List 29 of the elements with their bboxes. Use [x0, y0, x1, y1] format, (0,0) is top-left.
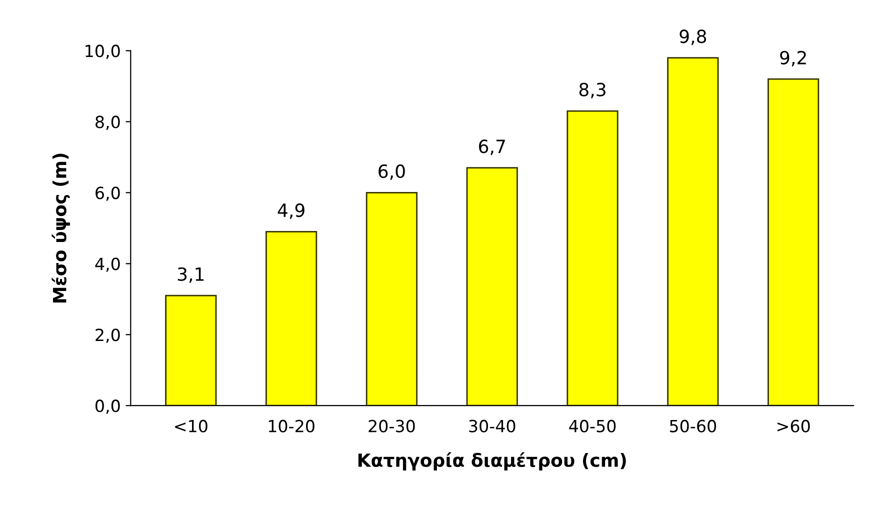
y-tick-label: 8,0	[96, 116, 120, 130]
y-tick-label: 4,0	[95, 258, 120, 272]
y-axis-title: Μέσο ύψος (m)	[52, 154, 70, 302]
y-tick-label: 10,0	[86, 44, 120, 59]
bar	[768, 78, 820, 406]
bar	[667, 57, 719, 406]
x-tick-label: 50-60	[670, 420, 716, 432]
y-tick-label: 0,0	[96, 400, 120, 414]
data-label: 6,0	[378, 164, 405, 180]
x-tick-label: 10-20	[268, 420, 314, 432]
x-axis-title: Κατηγορία διαμέτρου (cm)	[358, 452, 626, 470]
data-label: 3,1	[178, 267, 204, 283]
data-label: 9,8	[680, 30, 706, 46]
x-tick-label: 40-50	[569, 420, 616, 432]
data-label: 9,2	[780, 50, 806, 66]
bar	[566, 110, 618, 406]
data-label: 4,9	[278, 203, 304, 219]
bar	[466, 167, 518, 406]
bar	[366, 192, 418, 406]
y-tick-label: 2,0	[96, 328, 120, 343]
x-tick-label: 20-30	[368, 420, 415, 432]
data-label: 6,7	[479, 140, 505, 156]
x-tick-label: >60	[778, 420, 810, 432]
data-label: 8,3	[579, 82, 606, 98]
x-tick-label: <10	[175, 420, 208, 432]
bar	[165, 294, 217, 406]
y-tick-label: 6,0	[96, 186, 120, 201]
bar	[266, 231, 318, 406]
x-tick-label: 30-40	[469, 420, 516, 432]
